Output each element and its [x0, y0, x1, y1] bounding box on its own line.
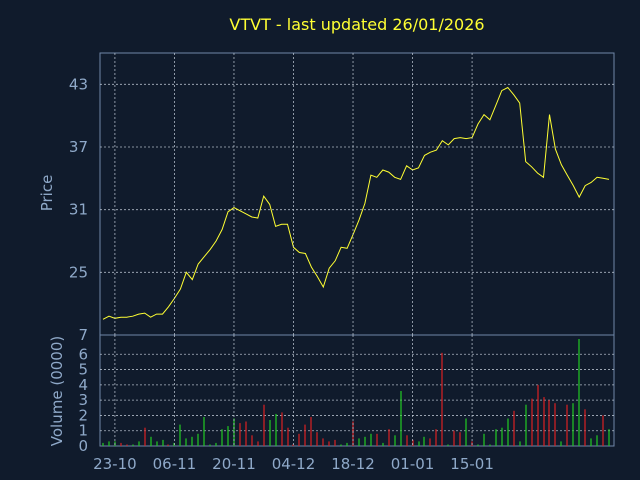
x-tick-label: 20-11	[212, 455, 256, 473]
price-plot-frame	[99, 52, 615, 336]
volume-plot-frame	[99, 334, 615, 447]
price-tick-label: 25	[69, 263, 88, 281]
volume-tick-label: 0	[78, 437, 88, 455]
volume-tick-label: 6	[78, 345, 88, 363]
x-tick-label: 18-12	[331, 455, 375, 473]
x-tick-label: 01-01	[391, 455, 435, 473]
volume-tick-label: 2	[78, 406, 88, 424]
chart-title: VTVT - last updated 26/01/2026	[229, 15, 484, 34]
x-tick-label: 06-11	[153, 455, 197, 473]
volume-tick-label: 3	[78, 391, 88, 409]
price-tick-label: 37	[69, 138, 88, 156]
volume-tick-label: 5	[78, 361, 88, 379]
price-line	[102, 86, 610, 320]
price-tick-label-lower: 7	[78, 326, 88, 344]
price-tick-label: 31	[69, 201, 88, 219]
price-panel: 25 31 37 43 7 Price	[38, 52, 615, 344]
x-tick-label: 23-10	[93, 455, 137, 473]
volume-tick-label: 1	[78, 422, 88, 440]
x-tick-label: 15-01	[450, 455, 494, 473]
price-axis-label: Price	[38, 175, 56, 212]
x-tick-label: 04-12	[272, 455, 316, 473]
volume-axis-label: Volume (0000)	[48, 336, 66, 446]
price-tick-label: 43	[69, 75, 88, 93]
volume-tick-label: 4	[78, 376, 88, 394]
